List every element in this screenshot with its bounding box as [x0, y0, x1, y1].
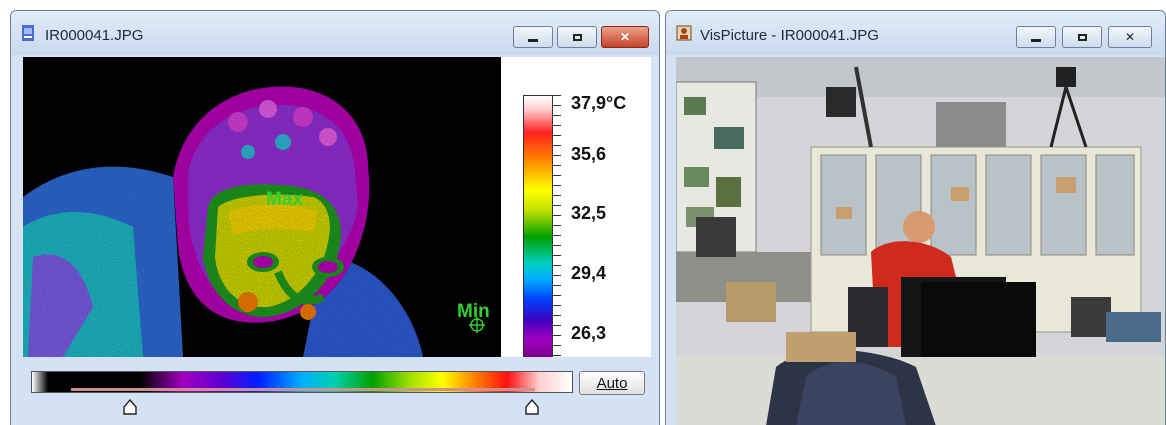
camera-picture-icon [676, 25, 692, 41]
palette-range-line [71, 388, 535, 391]
ir-title-bar[interactable]: IR000041.JPG ✕ [11, 11, 659, 55]
scale-label: 29,4 [571, 263, 607, 283]
visible-photo-drawing [676, 57, 1165, 425]
maximize-icon [1077, 33, 1087, 41]
scale-label-max: 37,9°C [571, 93, 627, 113]
minimize-button[interactable] [1016, 26, 1056, 48]
minimize-button[interactable] [513, 26, 553, 48]
visible-photo[interactable] [676, 57, 1165, 425]
color-palette-bar[interactable] [31, 371, 573, 393]
range-min-handle-icon[interactable] [123, 399, 137, 415]
max-temp-marker: Max [266, 189, 303, 210]
scale-label: 32,5 [571, 203, 607, 223]
scale-ticks [553, 95, 561, 357]
minimize-icon [1031, 38, 1041, 42]
thermal-image-drawing [23, 57, 501, 357]
thermal-image[interactable]: Max Min [23, 57, 501, 357]
scale-label: 26,3 [571, 323, 607, 343]
ir-image-window: IR000041.JPG ✕ [10, 10, 660, 425]
close-button[interactable]: ✕ [601, 26, 649, 48]
minimize-icon [528, 38, 538, 42]
close-button[interactable]: ✕ [1108, 26, 1152, 48]
close-icon: ✕ [1124, 30, 1136, 44]
close-icon: ✕ [619, 30, 631, 44]
range-max-handle-icon[interactable] [525, 399, 539, 415]
vis-title-bar[interactable]: VisPicture - IR000041.JPG ✕ [666, 11, 1165, 55]
maximize-button[interactable] [1062, 26, 1102, 48]
auto-button[interactable]: Auto [579, 371, 645, 395]
min-temp-marker: Min [457, 301, 490, 322]
maximize-button[interactable] [557, 26, 597, 48]
temperature-scale: 37,9°C 35,6 32,5 29,4 26,3 [501, 57, 651, 357]
ir-window-title: IR000041.JPG [45, 27, 144, 44]
scale-label: 35,6 [571, 144, 607, 164]
temperature-color-bar [523, 95, 553, 357]
vis-window-title: VisPicture - IR000041.JPG [700, 27, 879, 44]
maximize-icon [572, 33, 582, 41]
visible-picture-window: VisPicture - IR000041.JPG ✕ [665, 10, 1166, 425]
image-file-icon [22, 25, 34, 41]
